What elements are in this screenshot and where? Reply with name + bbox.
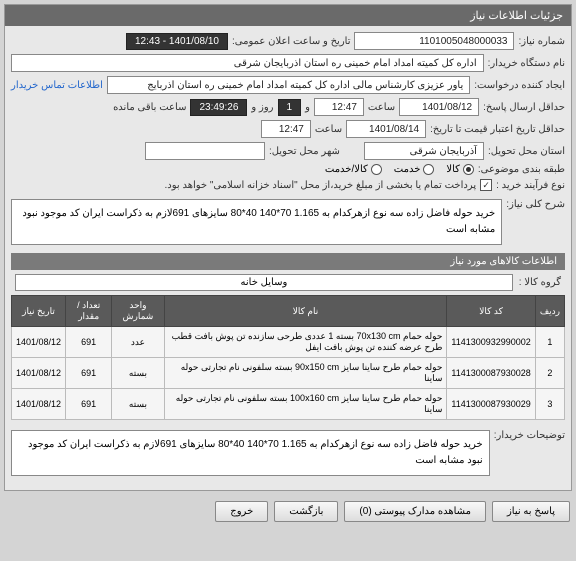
- radio-both[interactable]: کالا/خدمت: [325, 164, 382, 175]
- category-label: طبقه بندی موضوعی:: [478, 164, 565, 175]
- table-header-row: ردیف کد کالا نام کالا واحد شمارش تعداد /…: [12, 296, 565, 327]
- respond-button[interactable]: پاسخ به نیاز: [492, 501, 570, 522]
- contact-link[interactable]: اطلاعات تماس خریدار: [11, 80, 103, 91]
- items-header: اطلاعات کالاهای مورد نیاز: [11, 253, 565, 270]
- attachments-button[interactable]: مشاهده مدارک پیوستی (0): [344, 501, 486, 522]
- group-row: گروه کالا : وسایل خانه: [11, 270, 565, 295]
- remaining-suffix: ساعت باقی مانده: [113, 102, 186, 113]
- notes-box: خرید حوله فاضل زاده سه نوع ازهرکدام به 1…: [11, 430, 490, 476]
- items-table: ردیف کد کالا نام کالا واحد شمارش تعداد /…: [11, 295, 565, 420]
- need-number-field: 1101005048000033: [354, 32, 514, 50]
- remaining-and: و: [305, 102, 310, 113]
- table-row: 31141300087930029حوله حمام طرح ساینا سای…: [12, 389, 565, 420]
- city-label: شهر محل تحویل:: [269, 146, 340, 157]
- province-field: آذربایجان شرقی: [364, 142, 484, 160]
- payment-checkbox[interactable]: [480, 179, 492, 191]
- exit-button[interactable]: خروج: [215, 501, 268, 522]
- table-cell: 691: [66, 358, 112, 389]
- radio-goods-label: کالا: [446, 164, 460, 175]
- radio-service-label: خدمت: [394, 164, 421, 175]
- footer-buttons: پاسخ به نیاز مشاهده مدارک پیوستی (0) باز…: [0, 495, 576, 528]
- need-number-label: شماره نیاز:: [518, 36, 565, 47]
- validity-label: حداقل تاریخ اعتبار قیمت تا تاریخ:: [430, 124, 565, 135]
- col-qty: تعداد / مقدار: [66, 296, 112, 327]
- table-cell: 1141300087930028: [447, 358, 535, 389]
- group-label: گروه کالا :: [519, 277, 561, 288]
- summary-box: خرید حوله فاضل زاده سه نوع ازهرکدام به 1…: [11, 199, 502, 245]
- table-cell: عدد: [112, 327, 164, 358]
- table-cell: حوله حمام طرح ساینا سایز 100x160 cm بسته…: [164, 389, 447, 420]
- table-cell: 2: [535, 358, 564, 389]
- notes-label: توضیحات خریدار:: [494, 426, 565, 441]
- remaining-days: 1: [278, 99, 302, 116]
- table-cell: 691: [66, 327, 112, 358]
- validity-date: 1401/08/14: [346, 120, 426, 138]
- announce-value: 1401/08/10 - 12:43: [126, 33, 228, 50]
- table-row: 21141300087930028حوله حمام طرح ساینا سای…: [12, 358, 565, 389]
- table-cell: 1401/08/12: [12, 327, 66, 358]
- col-index: ردیف: [535, 296, 564, 327]
- radio-goods[interactable]: کالا: [446, 164, 474, 175]
- summary-label: شرح کلی نیاز:: [506, 195, 565, 210]
- category-radio-group: کالا خدمت کالا/خدمت: [325, 164, 474, 175]
- col-date: تاریخ نیاز: [12, 296, 66, 327]
- main-panel: جزئیات اطلاعات نیاز شماره نیاز: 11010050…: [4, 4, 572, 491]
- requester-field: یاور عزیزی کارشناس مالی اداره کل کمیته ا…: [107, 76, 470, 94]
- back-button[interactable]: بازگشت: [274, 501, 338, 522]
- process-label: نوع فرآیند خرید :: [496, 180, 565, 191]
- table-cell: حوله حمام طرح ساینا سایز 90x150 cm بسته …: [164, 358, 447, 389]
- table-cell: 1141300932990002: [447, 327, 535, 358]
- group-field: وسایل خانه: [15, 274, 513, 291]
- radio-dot-service: [423, 164, 434, 175]
- time-label-2: ساعت: [315, 124, 342, 135]
- table-cell: بسته: [112, 389, 164, 420]
- col-unit: واحد شمارش: [112, 296, 164, 327]
- radio-dot-both: [371, 164, 382, 175]
- table-cell: 1: [535, 327, 564, 358]
- radio-dot-goods: [463, 164, 474, 175]
- validity-time: 12:47: [261, 120, 311, 138]
- table-cell: 1401/08/12: [12, 389, 66, 420]
- buyer-field: اداره کل کمیته امداد امام خمینی ره استان…: [11, 54, 484, 72]
- payment-text: پرداخت تمام یا بخشی از مبلغ خرید،از محل …: [165, 180, 477, 191]
- city-field: [145, 142, 265, 160]
- table-cell: بسته: [112, 358, 164, 389]
- table-cell: حوله حمام 70x130 cm بسته 1 عددی طرحی ساز…: [164, 327, 447, 358]
- deadline-label: حداقل ارسال پاسخ:: [483, 102, 565, 113]
- deadline-date: 1401/08/12: [399, 98, 479, 116]
- province-label: استان محل تحویل:: [488, 146, 565, 157]
- col-name: نام کالا: [164, 296, 447, 327]
- info-body: شماره نیاز: 1101005048000033 تاریخ و ساع…: [5, 26, 571, 490]
- deadline-time: 12:47: [314, 98, 364, 116]
- col-code: کد کالا: [447, 296, 535, 327]
- radio-both-label: کالا/خدمت: [325, 164, 368, 175]
- table-cell: 3: [535, 389, 564, 420]
- radio-service[interactable]: خدمت: [394, 164, 435, 175]
- requester-label: ایجاد کننده درخواست:: [474, 80, 565, 91]
- panel-title: جزئیات اطلاعات نیاز: [5, 5, 571, 26]
- table-cell: 691: [66, 389, 112, 420]
- table-cell: 1401/08/12: [12, 358, 66, 389]
- buyer-label: نام دستگاه خریدار:: [488, 58, 565, 69]
- time-label-1: ساعت: [368, 102, 395, 113]
- remaining-time: 23:49:26: [190, 99, 247, 116]
- table-cell: 1141300087930029: [447, 389, 535, 420]
- table-row: 11141300932990002حوله حمام 70x130 cm بست…: [12, 327, 565, 358]
- remaining-days-label: روز و: [251, 102, 273, 113]
- announce-label: تاریخ و ساعت اعلان عمومی:: [232, 36, 351, 47]
